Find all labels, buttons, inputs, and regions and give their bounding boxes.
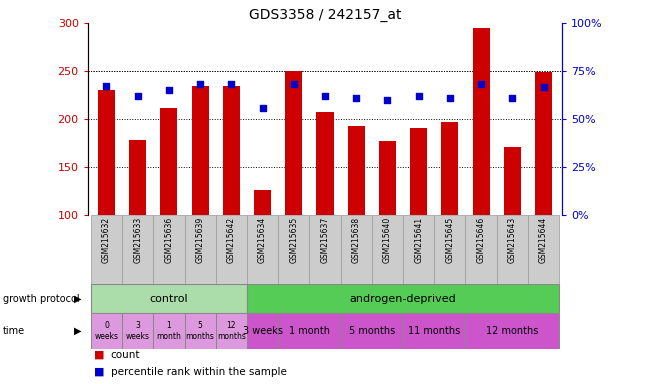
Bar — [348, 126, 365, 215]
Title: GDS3358 / 242157_at: GDS3358 / 242157_at — [249, 8, 401, 22]
Text: 3 weeks: 3 weeks — [242, 326, 283, 336]
Text: percentile rank within the sample: percentile rank within the sample — [111, 367, 287, 377]
Bar — [410, 127, 427, 215]
FancyBboxPatch shape — [403, 215, 434, 284]
Point — [351, 95, 361, 101]
Point — [101, 83, 112, 89]
Text: 3
weeks: 3 weeks — [125, 321, 150, 341]
Bar — [535, 72, 552, 215]
Text: GSM215638: GSM215638 — [352, 217, 361, 263]
Text: 5
months: 5 months — [186, 321, 214, 341]
Text: growth protocol: growth protocol — [3, 293, 80, 304]
FancyBboxPatch shape — [185, 313, 216, 349]
Text: 11 months: 11 months — [408, 326, 460, 336]
Point — [289, 81, 299, 88]
Text: 12 months: 12 months — [486, 326, 538, 336]
Point — [257, 106, 268, 112]
Point — [164, 87, 174, 93]
Text: 0
weeks: 0 weeks — [94, 321, 118, 341]
FancyBboxPatch shape — [247, 313, 278, 349]
FancyBboxPatch shape — [122, 215, 153, 284]
Text: androgen-deprived: androgen-deprived — [350, 293, 456, 304]
Point — [133, 93, 143, 99]
Bar — [192, 86, 209, 215]
FancyBboxPatch shape — [341, 313, 403, 349]
Text: GSM215641: GSM215641 — [414, 217, 423, 263]
Text: GSM215640: GSM215640 — [383, 217, 392, 263]
Text: GSM215639: GSM215639 — [196, 217, 205, 263]
Bar — [98, 90, 115, 215]
Bar — [161, 108, 177, 215]
Bar — [379, 141, 396, 215]
FancyBboxPatch shape — [122, 313, 153, 349]
Bar — [254, 190, 271, 215]
FancyBboxPatch shape — [153, 313, 185, 349]
FancyBboxPatch shape — [465, 313, 559, 349]
Text: GSM215645: GSM215645 — [445, 217, 454, 263]
FancyBboxPatch shape — [434, 215, 465, 284]
Text: GSM215642: GSM215642 — [227, 217, 236, 263]
FancyBboxPatch shape — [403, 313, 465, 349]
Bar — [441, 122, 458, 215]
FancyBboxPatch shape — [185, 215, 216, 284]
Text: GSM215637: GSM215637 — [320, 217, 330, 263]
Text: GSM215643: GSM215643 — [508, 217, 517, 263]
Point — [445, 95, 455, 101]
FancyBboxPatch shape — [153, 215, 185, 284]
FancyBboxPatch shape — [91, 284, 247, 313]
Text: ▶: ▶ — [73, 326, 81, 336]
Bar — [285, 71, 302, 215]
FancyBboxPatch shape — [247, 284, 559, 313]
Text: 1 month: 1 month — [289, 326, 330, 336]
Point — [382, 97, 393, 103]
Text: ■: ■ — [94, 367, 105, 377]
Bar — [504, 147, 521, 215]
Text: ▶: ▶ — [73, 293, 81, 304]
Text: ■: ■ — [94, 349, 105, 360]
Point — [320, 93, 330, 99]
Point — [226, 81, 237, 88]
Point — [476, 81, 486, 88]
Bar — [473, 28, 489, 215]
Bar — [317, 112, 333, 215]
Text: GSM215644: GSM215644 — [539, 217, 548, 263]
Point — [195, 81, 205, 88]
FancyBboxPatch shape — [91, 215, 122, 284]
Text: GSM215646: GSM215646 — [476, 217, 486, 263]
FancyBboxPatch shape — [247, 215, 278, 284]
Text: GSM215633: GSM215633 — [133, 217, 142, 263]
FancyBboxPatch shape — [497, 215, 528, 284]
Text: control: control — [150, 293, 188, 304]
Text: 12
months: 12 months — [217, 321, 246, 341]
FancyBboxPatch shape — [91, 313, 122, 349]
FancyBboxPatch shape — [528, 215, 559, 284]
FancyBboxPatch shape — [216, 215, 247, 284]
FancyBboxPatch shape — [372, 215, 403, 284]
Text: GSM215636: GSM215636 — [164, 217, 174, 263]
Point — [538, 84, 549, 91]
Point — [413, 93, 424, 99]
FancyBboxPatch shape — [341, 215, 372, 284]
Bar — [129, 140, 146, 215]
Text: 1
month: 1 month — [157, 321, 181, 341]
Point — [507, 95, 517, 101]
Text: time: time — [3, 326, 25, 336]
FancyBboxPatch shape — [216, 313, 247, 349]
Bar — [223, 86, 240, 215]
Text: GSM215635: GSM215635 — [289, 217, 298, 263]
FancyBboxPatch shape — [278, 215, 309, 284]
Text: 5 months: 5 months — [348, 326, 395, 336]
Text: count: count — [111, 349, 140, 360]
FancyBboxPatch shape — [309, 215, 341, 284]
Text: GSM215632: GSM215632 — [102, 217, 111, 263]
FancyBboxPatch shape — [278, 313, 341, 349]
Text: GSM215634: GSM215634 — [258, 217, 267, 263]
FancyBboxPatch shape — [465, 215, 497, 284]
